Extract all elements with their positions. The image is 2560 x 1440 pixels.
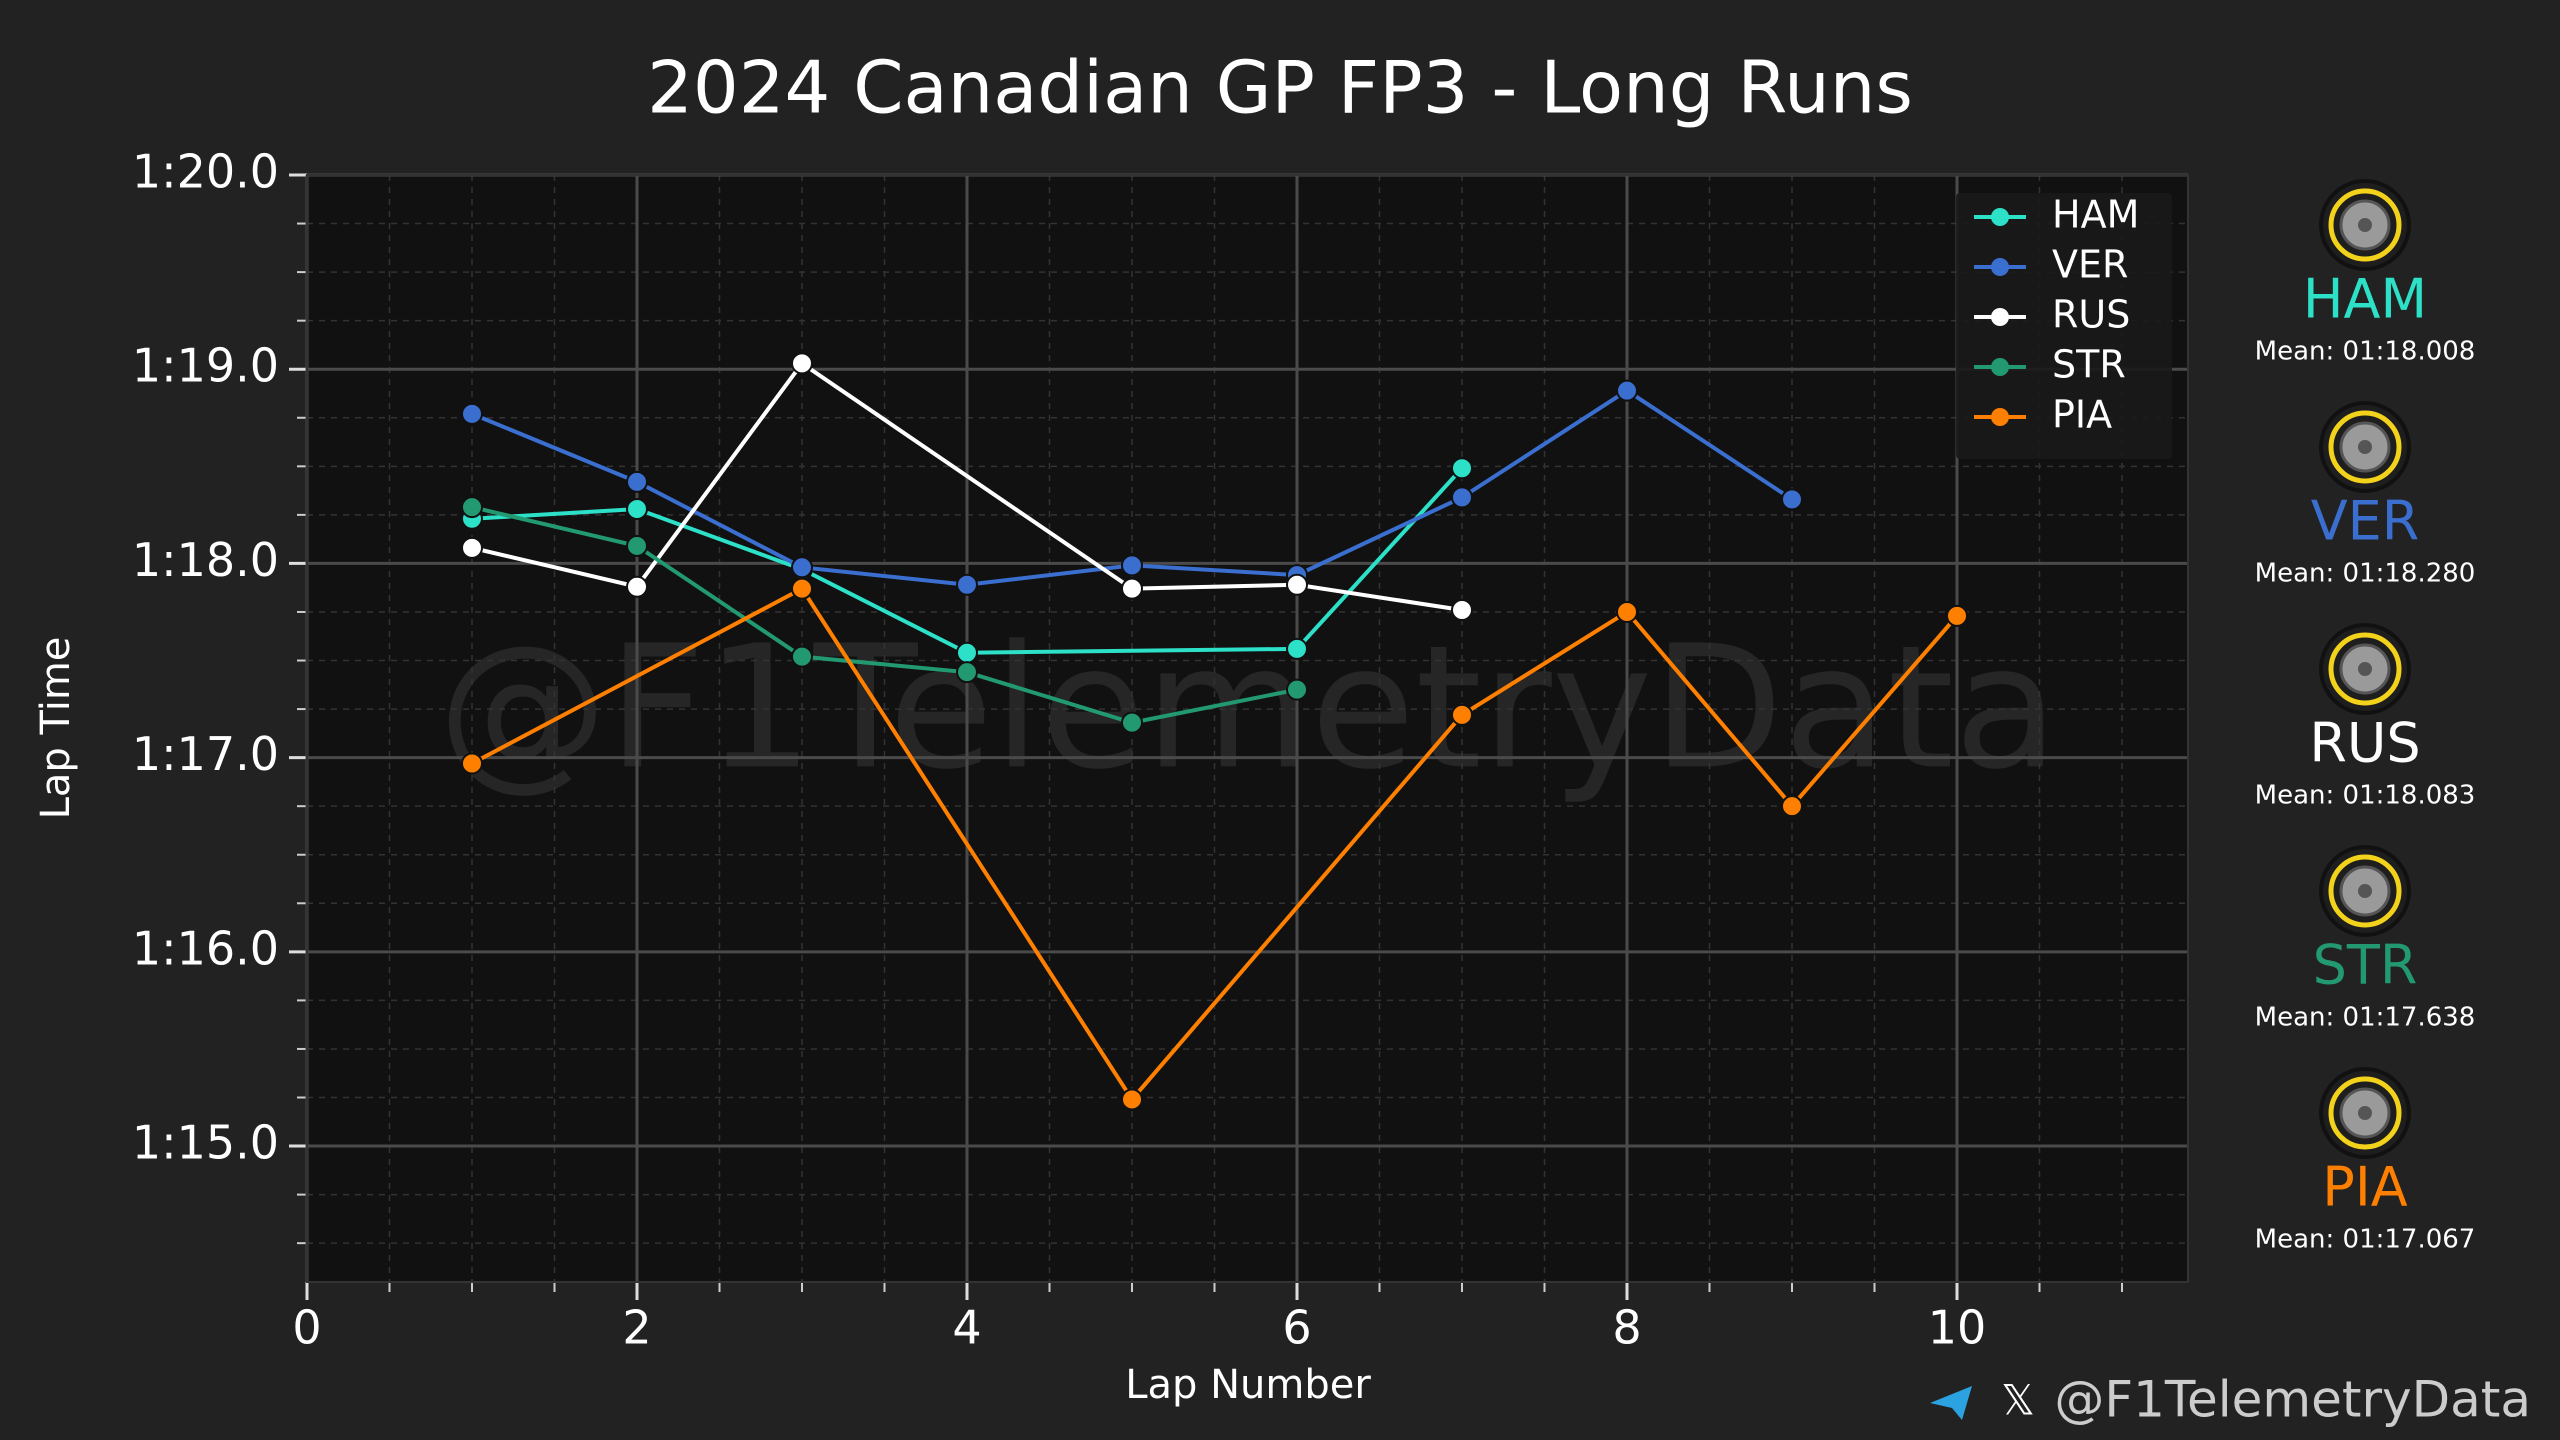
- data-point: [1121, 1088, 1143, 1111]
- driver-name: VER: [2311, 490, 2420, 553]
- legend-marker: [1991, 258, 2009, 276]
- data-point: [461, 496, 483, 519]
- data-point: [1121, 554, 1143, 577]
- x-tick-label: 10: [1928, 1301, 1987, 1355]
- tyre-hub: [2358, 218, 2372, 232]
- driver-mean: Mean: 01:18.280: [2255, 559, 2476, 589]
- data-point: [626, 498, 648, 521]
- legend-marker: [1991, 208, 2009, 226]
- legend-box: [1956, 193, 2172, 459]
- footer: 𝕏 @F1TelemetryData: [1930, 1371, 2531, 1429]
- data-point: [1286, 637, 1308, 660]
- plot-frame: [306, 174, 2189, 1283]
- legend: HAM VER RUS STR PIA: [1956, 193, 2172, 459]
- driver-name: RUS: [2309, 712, 2420, 775]
- y-axis-label: Lap Time: [33, 637, 79, 820]
- data-point: [791, 352, 813, 375]
- series: [461, 352, 1473, 622]
- x-tick-label: 0: [292, 1301, 321, 1355]
- driver-card: STR Mean: 01:17.638: [2255, 845, 2476, 1033]
- data-point: [626, 534, 648, 557]
- data-point: [1781, 488, 1803, 511]
- legend-label: RUS: [2052, 293, 2130, 337]
- data-point: [1451, 703, 1473, 726]
- data-point: [1616, 600, 1638, 623]
- tyre-band: [2328, 188, 2402, 262]
- data-point: [1286, 678, 1308, 701]
- series-line: [471, 360, 1463, 613]
- data-point: [791, 577, 813, 600]
- driver-mean: Mean: 01:18.083: [2255, 781, 2476, 811]
- data-point: [626, 575, 648, 598]
- data-point: [461, 752, 483, 775]
- driver-mean: Mean: 01:18.008: [2255, 337, 2476, 367]
- driver-mean: Mean: 01:17.638: [2255, 1003, 2476, 1033]
- series-line: [471, 505, 1298, 725]
- data-point: [1451, 486, 1473, 509]
- tyre-band: [2328, 632, 2402, 706]
- data-point: [1616, 379, 1638, 402]
- driver-mean: Mean: 01:17.067: [2255, 1225, 2476, 1255]
- driver-card: HAM Mean: 01:18.008: [2255, 179, 2476, 367]
- y-tick-label: 1:20.0: [132, 145, 279, 199]
- legend-marker: [1991, 308, 2009, 326]
- series: [461, 577, 1968, 1111]
- legend-label: VER: [2052, 243, 2128, 287]
- data-point: [791, 556, 813, 579]
- y-tick-label: 1:19.0: [132, 339, 279, 393]
- tyre-band: [2328, 410, 2402, 484]
- x-tick-label: 2: [622, 1301, 651, 1355]
- driver-name: HAM: [2303, 268, 2427, 331]
- legend-label: PIA: [2052, 393, 2112, 437]
- tyre-hub: [2358, 884, 2372, 898]
- x-axis-label: Lap Number: [1125, 1362, 1371, 1408]
- tyre-hub: [2358, 440, 2372, 454]
- tyre-hub: [2358, 662, 2372, 676]
- data-point: [1451, 599, 1473, 622]
- series: [461, 496, 1308, 734]
- y-tick-label: 1:17.0: [132, 727, 279, 781]
- x-tick-label: 4: [952, 1301, 981, 1355]
- driver-name: PIA: [2322, 1156, 2407, 1219]
- data-point: [1121, 711, 1143, 734]
- data-point: [461, 536, 483, 559]
- x-tick-label: 8: [1612, 1301, 1641, 1355]
- tyre-hub: [2358, 1106, 2372, 1120]
- sidebar: HAM Mean: 01:18.008 VER Mean: 01:18.280 RUS M…: [2255, 179, 2476, 1255]
- data-point: [1946, 604, 1968, 627]
- driver-card: VER Mean: 01:18.280: [2255, 401, 2476, 589]
- data-point: [1781, 795, 1803, 818]
- data-point: [1451, 457, 1473, 480]
- data-point: [791, 645, 813, 668]
- telegram-icon: [1930, 1386, 1972, 1420]
- data-point: [1121, 577, 1143, 600]
- driver-name: STR: [2313, 934, 2418, 997]
- x-tick-label: 6: [1282, 1301, 1311, 1355]
- x-icon: 𝕏: [2001, 1376, 2035, 1425]
- y-tick-label: 1:16.0: [132, 921, 279, 975]
- chart-title: 2024 Canadian GP FP3 - Long Runs: [647, 46, 1913, 130]
- legend-marker: [1991, 358, 2009, 376]
- driver-card: RUS Mean: 01:18.083: [2255, 623, 2476, 811]
- legend-label: HAM: [2052, 193, 2139, 237]
- legend-marker: [1991, 408, 2009, 426]
- y-tick-label: 1:15.0: [132, 1116, 279, 1170]
- data-point: [956, 641, 978, 664]
- y-tick-label: 1:18.0: [132, 533, 279, 587]
- data-point: [461, 402, 483, 425]
- footer-handle: @F1TelemetryData: [2054, 1371, 2531, 1429]
- data-point: [956, 573, 978, 596]
- legend-label: STR: [2052, 343, 2126, 387]
- driver-card: PIA Mean: 01:17.067: [2255, 1067, 2476, 1255]
- data-point: [626, 470, 648, 493]
- data-point: [1286, 573, 1308, 596]
- tyre-band: [2328, 854, 2402, 928]
- tyre-band: [2328, 1076, 2402, 1150]
- series-line: [471, 466, 1464, 655]
- data-point: [956, 661, 978, 684]
